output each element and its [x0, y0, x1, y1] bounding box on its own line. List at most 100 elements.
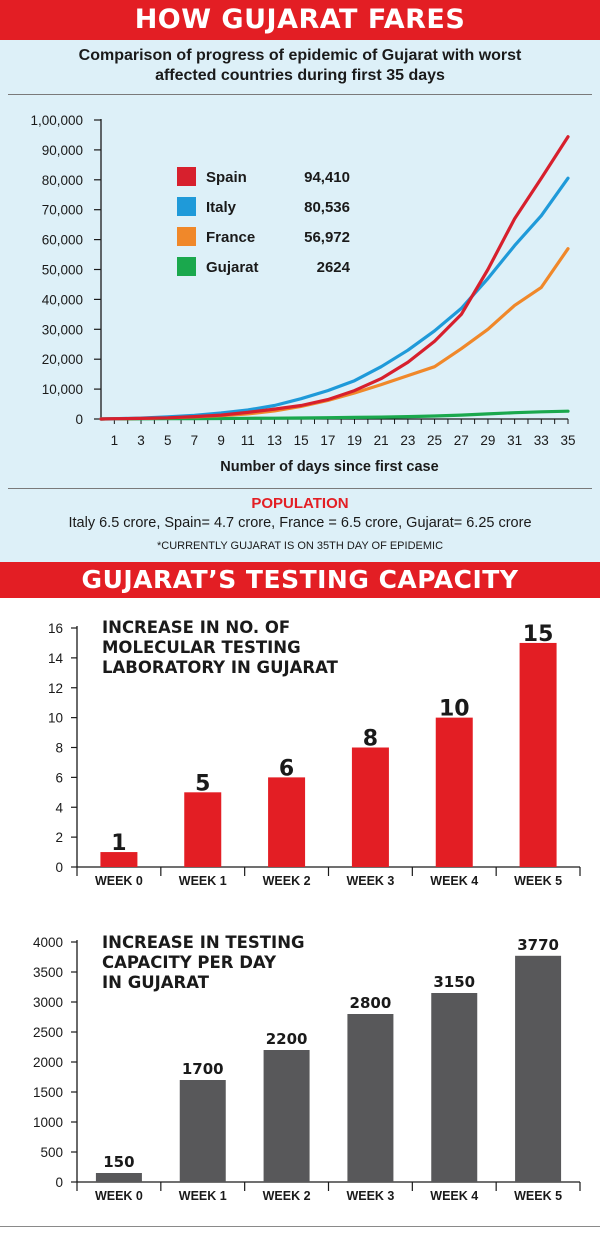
chart-title-line: CAPACITY PER DAY [102, 953, 277, 972]
x-category-label: WEEK 0 [95, 1189, 143, 1203]
bar-week-5 [515, 955, 562, 1182]
y-tick-label: 80,000 [42, 173, 83, 188]
bar-week-4 [431, 993, 478, 1182]
y-tick-label: 2500 [33, 1025, 63, 1040]
x-tick-label: 29 [480, 433, 495, 448]
y-tick-label: 10,000 [42, 382, 83, 397]
x-tick-label: 23 [400, 433, 415, 448]
x-tick-label: 25 [427, 433, 442, 448]
testing-capacity-banner: GUJARAT’S TESTING CAPACITY [0, 562, 600, 598]
y-tick-label: 2000 [33, 1055, 63, 1070]
population-divider [8, 488, 592, 489]
chart-title-line: IN GUJARAT [102, 973, 210, 992]
bar-week-2 [263, 1050, 310, 1182]
main-banner-title: HOW GUJARAT FARES [0, 0, 600, 40]
y-tick-label: 4000 [33, 935, 63, 950]
legend-label-spain: Spain [206, 169, 247, 186]
x-tick-label: 17 [320, 433, 335, 448]
bar-value-label: 8 [363, 727, 378, 752]
bar-value-label: 10 [439, 697, 470, 722]
legend-value-gujarat: 2624 [317, 259, 351, 276]
bar-value-label: 1 [111, 831, 126, 856]
x-category-label: WEEK 5 [514, 1189, 562, 1203]
y-tick-label: 0 [55, 1175, 63, 1190]
population-text: Italy 6.5 crore, Spain= 4.7 crore, Franc… [68, 515, 532, 531]
x-category-label: WEEK 5 [514, 874, 562, 888]
x-tick-label: 9 [217, 433, 225, 448]
y-tick-label: 4 [55, 800, 63, 815]
bar-value-label: 2800 [350, 994, 392, 1012]
y-tick-label: 0 [55, 860, 63, 875]
testing-capacity-bar-chart: 0 500 1000 1500 2000 2500 3000 3500 4000 150 WEEK … [33, 933, 581, 1203]
x-category-label: WEEK 3 [346, 1189, 394, 1203]
y-tick-label: 40,000 [42, 292, 83, 307]
subtitle-divider [8, 94, 592, 95]
bar-value-label: 2200 [266, 1030, 308, 1048]
legend-label-france: France [206, 229, 255, 246]
x-category-label: WEEK 3 [346, 874, 394, 888]
bar-week-1 [179, 1080, 226, 1182]
bar-week-5 [519, 642, 557, 867]
y-tick-label: 2 [55, 830, 63, 845]
x-tick-label: 15 [294, 433, 309, 448]
y-tick-label: 20,000 [42, 352, 83, 367]
bar-week-0 [95, 1173, 142, 1182]
y-tick-label: 1,00,000 [30, 113, 83, 128]
subtitle-line-1: Comparison of progress of epidemic of Gu… [78, 47, 522, 64]
chart-title-line: INCREASE IN NO. OF [102, 618, 290, 637]
chart-title-line: LABORATORY IN GUJARAT [102, 658, 339, 677]
legend-label-italy: Italy [206, 199, 237, 216]
bar-week-3 [351, 747, 389, 867]
x-tick-label: 5 [164, 433, 172, 448]
bar-week-4 [435, 717, 473, 867]
bar-value-label: 1700 [182, 1060, 224, 1078]
bar-value-label: 6 [279, 756, 294, 781]
legend-value-france: 56,972 [304, 229, 350, 246]
x-tick-label: 1 [111, 433, 119, 448]
legend-swatch-italy [177, 197, 196, 216]
y-tick-label: 6 [55, 770, 63, 785]
y-tick-label: 16 [48, 621, 63, 636]
x-tick-label: 3 [137, 433, 145, 448]
bottom-divider [0, 1226, 600, 1227]
epidemic-line-chart: 0 10,000 20,000 30,000 40,000 50,000 60,000 70,… [30, 113, 575, 475]
x-tick-label: 11 [241, 433, 255, 448]
x-category-label: WEEK 4 [430, 1189, 478, 1203]
y-tick-label: 12 [48, 681, 63, 696]
bar-week-3 [347, 1014, 394, 1182]
bar-value-label: 150 [103, 1153, 134, 1171]
x-tick-label: 21 [374, 433, 389, 448]
legend-value-spain: 94,410 [304, 169, 350, 186]
x-category-label: WEEK 0 [95, 874, 143, 888]
y-tick-label: 3500 [33, 965, 63, 980]
series-line-spain [99, 135, 570, 421]
y-tick-label: 0 [75, 412, 83, 427]
y-tick-label: 50,000 [42, 263, 83, 278]
y-tick-label: 8 [55, 741, 63, 756]
y-tick-label: 70,000 [42, 203, 83, 218]
x-axis-label: Number of days since first case [220, 459, 438, 475]
legend-swatch-france [177, 227, 196, 246]
y-tick-label: 1000 [33, 1115, 63, 1130]
population-note: *CURRENTLY GUJARAT IS ON 35TH DAY OF EPI… [156, 540, 444, 552]
y-tick-label: 10 [48, 711, 63, 726]
chart-title-line: INCREASE IN TESTING [102, 933, 305, 952]
legend-swatch-spain [177, 167, 196, 186]
subtitle-line-2: affected countries during first 35 days [155, 67, 445, 84]
legend-value-italy: 80,536 [304, 199, 350, 216]
y-tick-label: 90,000 [42, 143, 83, 158]
x-category-label: WEEK 1 [179, 874, 227, 888]
x-category-label: WEEK 2 [263, 874, 311, 888]
bar-value-label: 15 [523, 622, 554, 647]
x-category-label: WEEK 2 [263, 1189, 311, 1203]
bar-value-label: 5 [195, 771, 210, 796]
y-tick-label: 30,000 [42, 322, 83, 337]
x-category-label: WEEK 1 [179, 1189, 227, 1203]
y-tick-label: 14 [48, 651, 64, 666]
x-tick-label: 27 [454, 433, 469, 448]
chart-subtitle: Comparison of progress of epidemic of Gu… [0, 46, 600, 86]
bar-week-0 [100, 852, 138, 867]
x-tick-label: 33 [534, 433, 549, 448]
y-tick-label: 3000 [33, 995, 63, 1010]
